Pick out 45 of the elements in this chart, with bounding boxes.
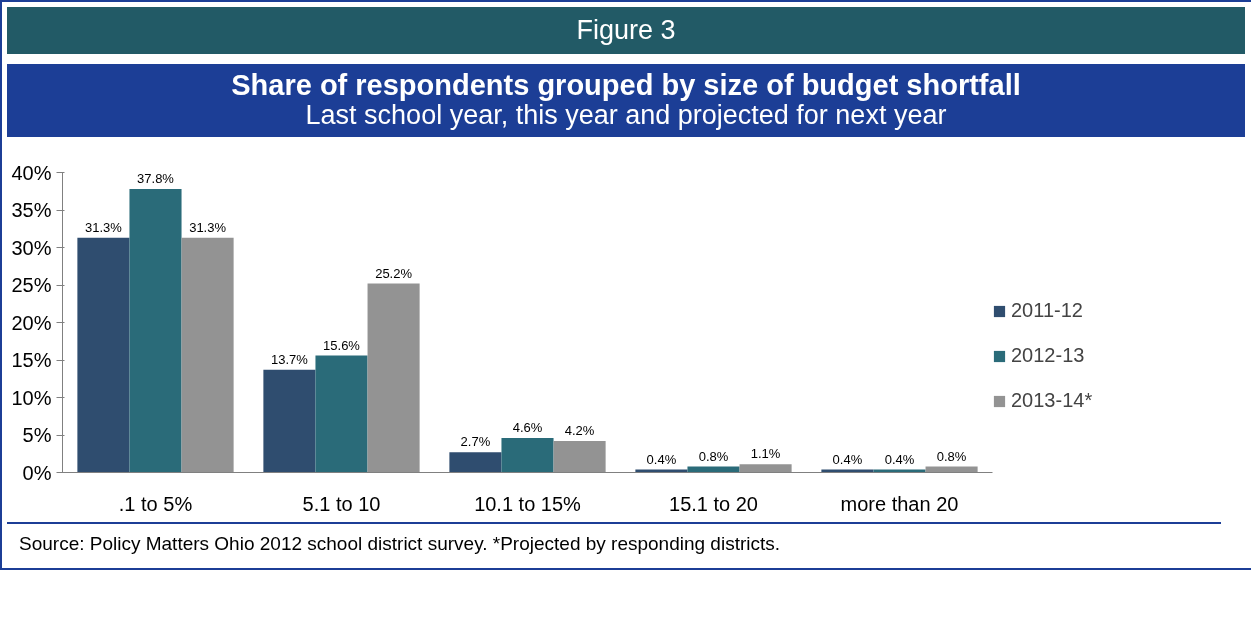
legend-label: 2012-13 [1011, 344, 1085, 368]
bar [449, 452, 502, 473]
x-tick-label: 10.1 to 15% [474, 492, 582, 515]
data-label: 0.8% [698, 448, 729, 464]
bar [553, 441, 606, 473]
bar [263, 369, 316, 473]
data-label: 2.7% [460, 434, 491, 450]
data-label: 1.1% [750, 446, 781, 462]
x-tick-label: .1 to 5% [118, 492, 193, 515]
x-tick-label: 5.1 to 10 [302, 492, 381, 515]
bar [739, 464, 792, 473]
bar [129, 189, 182, 473]
y-tick-label: 10% [11, 386, 52, 409]
source-note: Source: Policy Matters Ohio 2012 school district survey. *Projected by responding districts. [7, 522, 1221, 564]
bar [501, 438, 554, 473]
y-tick-label: 30% [11, 236, 52, 259]
bar [367, 283, 420, 473]
y-tick-label: 20% [11, 311, 52, 334]
data-label: 25.2% [375, 265, 413, 281]
data-label: 15.6% [323, 337, 361, 353]
data-label: 0.4% [832, 451, 863, 467]
data-label: 31.3% [84, 219, 123, 235]
bar [315, 355, 368, 473]
y-tick-label: 5% [22, 424, 52, 447]
chart-title: Figure 3 [7, 7, 1245, 54]
data-label: 0.4% [884, 451, 915, 467]
y-tick-label: 0% [22, 461, 52, 484]
data-label: 31.3% [189, 219, 227, 235]
bar [77, 237, 130, 473]
legend-label: 2013-14* [1011, 389, 1093, 413]
x-tick-label: 15.1 to 20 [669, 492, 758, 515]
y-tick-label: 15% [11, 349, 52, 372]
data-label: 37.8% [137, 171, 175, 187]
bar [181, 237, 234, 473]
chart-subtitle: Share of respondents grouped by size of budget shortfall Last school year, this year and projected for next year [231, 68, 1021, 131]
data-label: 4.2% [564, 423, 595, 439]
y-tick-label: 35% [11, 199, 52, 222]
y-tick-label: 25% [11, 274, 52, 297]
data-label: 13.7% [270, 351, 309, 367]
x-tick-label: more than 20 [840, 492, 959, 515]
y-tick-label: 40% [11, 161, 52, 184]
data-label: 4.6% [512, 420, 543, 436]
data-label: 0.4% [646, 451, 677, 467]
legend-label: 2011-12 [1011, 299, 1083, 323]
data-label: 0.8% [936, 448, 967, 464]
